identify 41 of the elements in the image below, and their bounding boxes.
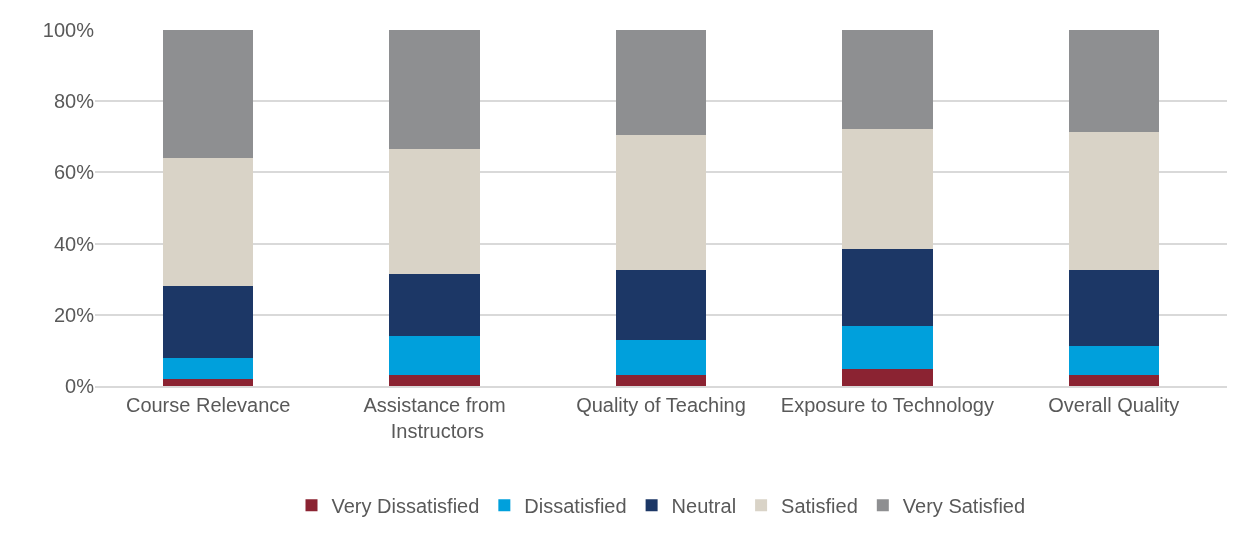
bar — [1068, 269, 1160, 347]
x-tick-label: Course Relevance — [125, 393, 291, 416]
y-tick-label: 80% — [53, 90, 95, 113]
bar — [162, 378, 254, 386]
bar — [389, 30, 480, 150]
bar — [842, 326, 933, 370]
bar — [615, 30, 707, 136]
legend-label: Very Satisfied — [902, 494, 1026, 517]
bar — [1068, 346, 1160, 376]
legend-label: Dissatisfied — [524, 494, 627, 517]
y-tick-label: 0% — [65, 375, 95, 397]
x-tick-label: Quality of Teaching — [576, 393, 746, 416]
legend-label: Very Dissatisfied — [331, 494, 480, 517]
x-tick-label: Assistance from Instructors — [363, 393, 506, 442]
bar — [389, 375, 480, 386]
y-tick-label: 60% — [53, 161, 95, 184]
x-tick-label: Overall Quality — [1048, 393, 1180, 416]
bar — [1068, 30, 1160, 132]
y-tick-label: 40% — [53, 232, 95, 255]
bar — [615, 270, 707, 340]
y-tick-label: 20% — [53, 303, 95, 326]
y-tick-label: 100% — [42, 19, 95, 41]
bar — [389, 336, 480, 376]
bar — [842, 128, 933, 249]
x-tick-label: Exposure to Technology — [780, 393, 994, 416]
bar — [615, 135, 707, 271]
bar — [615, 375, 707, 386]
bar — [615, 339, 707, 376]
bar — [1068, 375, 1160, 386]
legend-label: Satisfied — [781, 494, 858, 517]
legend-label: Neutral — [671, 494, 737, 517]
bar — [162, 286, 254, 358]
bar — [842, 30, 933, 129]
bar — [842, 248, 933, 327]
bar — [389, 273, 480, 337]
bar — [842, 369, 933, 386]
bar — [162, 357, 254, 379]
bar — [162, 158, 254, 287]
bar — [389, 149, 480, 274]
bar — [1068, 131, 1160, 270]
bar — [162, 30, 254, 159]
